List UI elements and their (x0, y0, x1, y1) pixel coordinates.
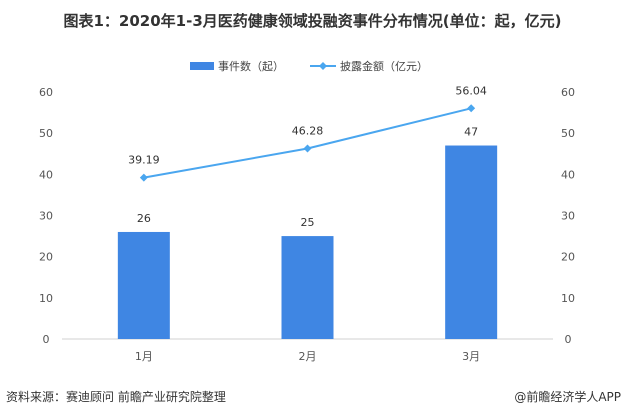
source-note: 资料来源：赛迪顾问 前瞻产业研究院整理 (6, 390, 226, 404)
y-right-tick-label: 30 (561, 210, 575, 223)
line-series (143, 107, 472, 179)
legend-bar-label: 事件数（起） (218, 60, 284, 73)
x-tick-label: 1月 (135, 350, 153, 363)
y-right-tick-label: 60 (561, 86, 575, 99)
credit-note: @前瞻经济学人APP (514, 390, 621, 404)
y-left-tick-label: 10 (39, 292, 53, 305)
y-left-tick-label: 0 (43, 333, 50, 346)
y-right-tick-label: 20 (561, 251, 575, 264)
y-right-tick-label: 50 (561, 127, 575, 140)
y-left-tick-label: 50 (39, 127, 53, 140)
chart-title: 图表1：2020年1-3月医药健康领域投融资事件分布情况(单位：起，亿元) (63, 12, 562, 30)
y-left-tick-label: 60 (39, 86, 53, 99)
bar (281, 236, 334, 339)
line-point (303, 144, 312, 153)
y-left-tick-label: 30 (39, 210, 53, 223)
bar-data-label: 25 (301, 216, 315, 229)
bar (117, 231, 170, 339)
x-tick-label: 2月 (299, 350, 317, 363)
line-point (139, 173, 148, 182)
bar-data-label: 26 (137, 212, 151, 225)
x-tick-label: 3月 (462, 350, 480, 363)
line-data-label: 56.04 (455, 84, 487, 97)
y-left-tick-label: 40 (39, 168, 53, 181)
legend-bar-swatch (190, 62, 214, 70)
y-left-tick-label: 20 (39, 251, 53, 264)
bar (445, 145, 498, 339)
legend-line-marker (319, 62, 327, 70)
y-right-tick-label: 10 (561, 292, 575, 305)
chart-svg: 事件数（起） 披露金额（亿元） 0 0 10 10 20 20 30 30 40 40 50 50 60 60… (39, 59, 575, 363)
bar-data-label: 47 (464, 126, 478, 139)
y-right-tick-label: 0 (565, 333, 572, 346)
line-data-label: 39.19 (128, 154, 160, 167)
legend-line-label: 披露金额（亿元） (340, 59, 428, 73)
line-point (467, 104, 476, 113)
y-right-tick-label: 40 (561, 168, 575, 181)
line-data-label: 46.28 (292, 124, 324, 137)
